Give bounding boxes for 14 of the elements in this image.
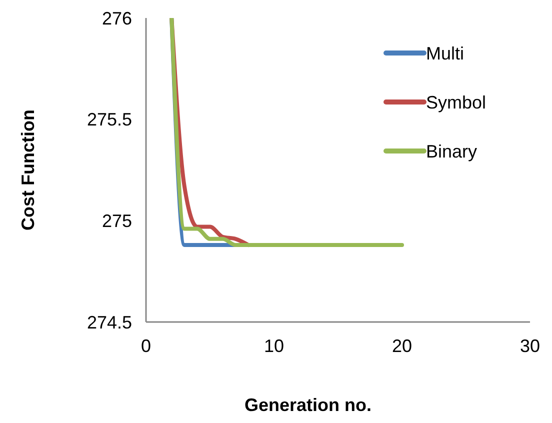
y-axis-title: Cost Function [18,110,38,230]
x-tick-label: 30 [520,336,540,356]
x-tick-label: 10 [264,336,284,356]
legend-label: Multi [426,43,464,64]
line-series [170,18,404,247]
x-tick-label: 20 [392,336,412,356]
y-tick-label: 276 [102,8,132,28]
y-tick-label: 275 [102,210,132,231]
x-tick-label: 0 [140,336,152,356]
legend-label: Symbol [426,92,486,112]
x-axis-title: Generation no. [244,395,372,415]
y-tick-label: 274.5 [86,312,132,332]
legend-label: Binary [426,141,478,162]
y-tick-label: 275.5 [86,110,132,130]
